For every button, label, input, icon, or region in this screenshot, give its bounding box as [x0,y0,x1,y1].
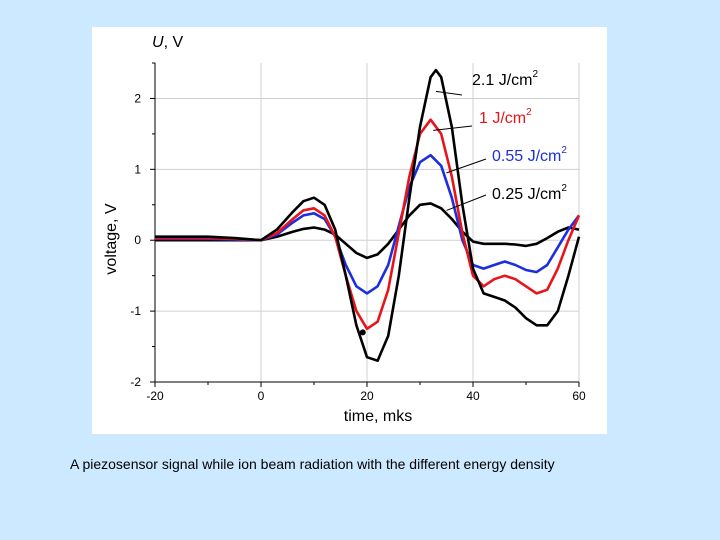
x-tick-label: 0 [258,389,265,403]
figure-caption: A piezosensor signal while ion beam radi… [70,456,555,472]
y-tick-label: -1 [130,304,141,318]
x-tick-label: -20 [146,389,164,403]
x-tick-label: 60 [572,389,586,403]
x-tick-label: 40 [466,389,480,403]
legend-label-superscript: 2 [561,183,567,194]
data-point-marker [359,329,366,336]
y-tick-label: 2 [134,91,141,105]
legend-label-text: 0.55 J/cm [492,148,561,165]
y-tick-label: 0 [134,233,141,247]
series-line-0 [155,68,581,362]
y-unit-symbol: U [152,34,164,51]
legend-label: 1 J/cm2 [479,107,532,127]
legend-label-text: 2.1 J/cm [472,72,532,89]
y-unit-text: , V [164,34,184,51]
legend-label-superscript: 2 [561,145,567,156]
legend-leader-line [435,90,463,96]
x-tick-label: 20 [360,389,374,403]
y-tick-label: 1 [134,162,141,176]
x-axis-title: time, mks [344,408,412,425]
legend-leader-line [446,194,487,211]
legend-label-superscript: 2 [532,69,538,80]
legend-label: 0.25 J/cm2 [492,183,567,203]
legend-leader-line [433,125,473,131]
y-tick-label: -2 [130,375,141,389]
series-line-3 [155,202,580,260]
series-line-1 [155,118,581,331]
legend-label-text: 1 J/cm [479,110,526,127]
legend-label: 2.1 J/cm2 [472,69,538,89]
legend-label: 0.55 J/cm2 [492,145,567,165]
legend-label-superscript: 2 [526,107,532,118]
legend-leader-line [446,158,487,174]
series-group [155,68,581,362]
series-line-2 [155,153,581,295]
legend-label-text: 0.25 J/cm [492,186,561,203]
axes: -20 0 20 40 60 -2 -1 0 1 2 [130,62,586,403]
chart-figure: -20 0 20 40 60 -2 -1 0 1 2 2.1 J/cm2 1 J/cm2 0.55 J… [92,27,607,434]
y-unit-label: U, V [152,34,183,51]
y-axis-title: voltage, V [103,203,120,274]
